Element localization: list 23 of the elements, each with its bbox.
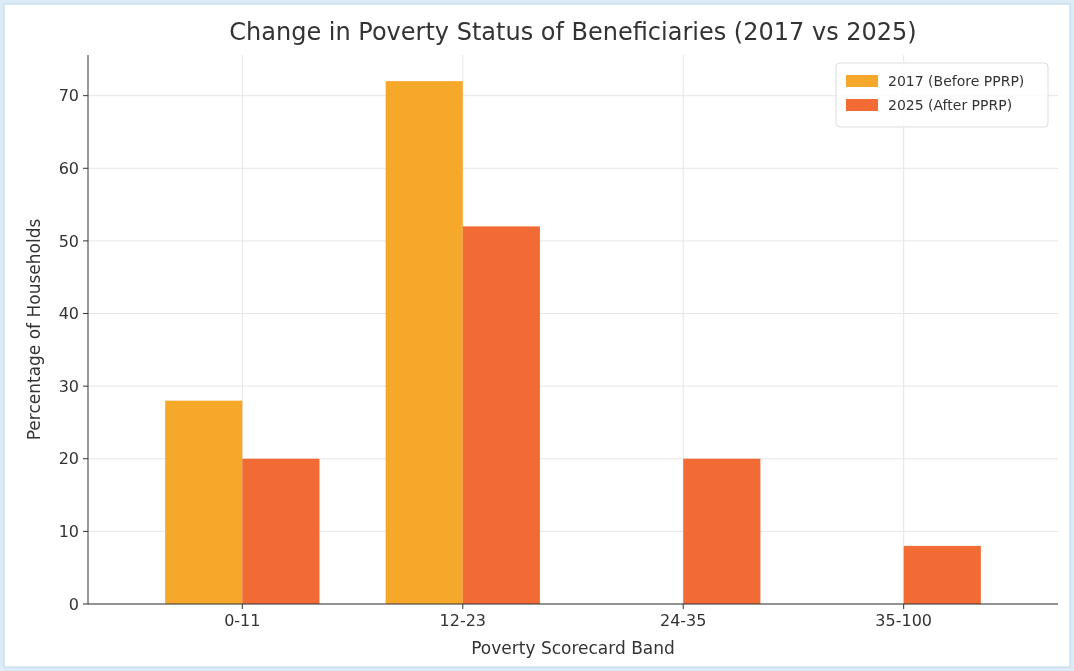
x-tick-label: 12-23 [439, 611, 487, 630]
y-tick-label: 20 [58, 449, 79, 469]
bar [165, 400, 243, 604]
bar [242, 458, 320, 604]
bar [903, 545, 981, 604]
x-axis-title: Poverty Scorecard Band [471, 638, 675, 658]
y-tick-label: 10 [58, 521, 79, 541]
y-tick-label: 60 [58, 158, 79, 178]
legend-label: 2017 (Before PPRP) [888, 73, 1025, 89]
bar [683, 458, 761, 604]
x-tick-label: 0-11 [224, 611, 261, 630]
chart-title: Change in Poverty Status of Beneficiaries (2017 vs 2025) [229, 18, 917, 46]
y-axis-title: Percentage of Households [24, 218, 44, 441]
y-tick-label: 0 [68, 594, 79, 614]
y-tick-label: 40 [58, 304, 79, 324]
y-tick-label: 50 [58, 231, 79, 251]
y-tick-label: 30 [58, 376, 79, 396]
y-tick-label: 70 [58, 86, 79, 106]
x-tick-label: 24-35 [659, 611, 707, 630]
legend-label: 2025 (After PPRP) [888, 97, 1013, 113]
bar [462, 226, 540, 604]
x-tick-label: 35-100 [875, 611, 933, 630]
bar [385, 81, 463, 604]
